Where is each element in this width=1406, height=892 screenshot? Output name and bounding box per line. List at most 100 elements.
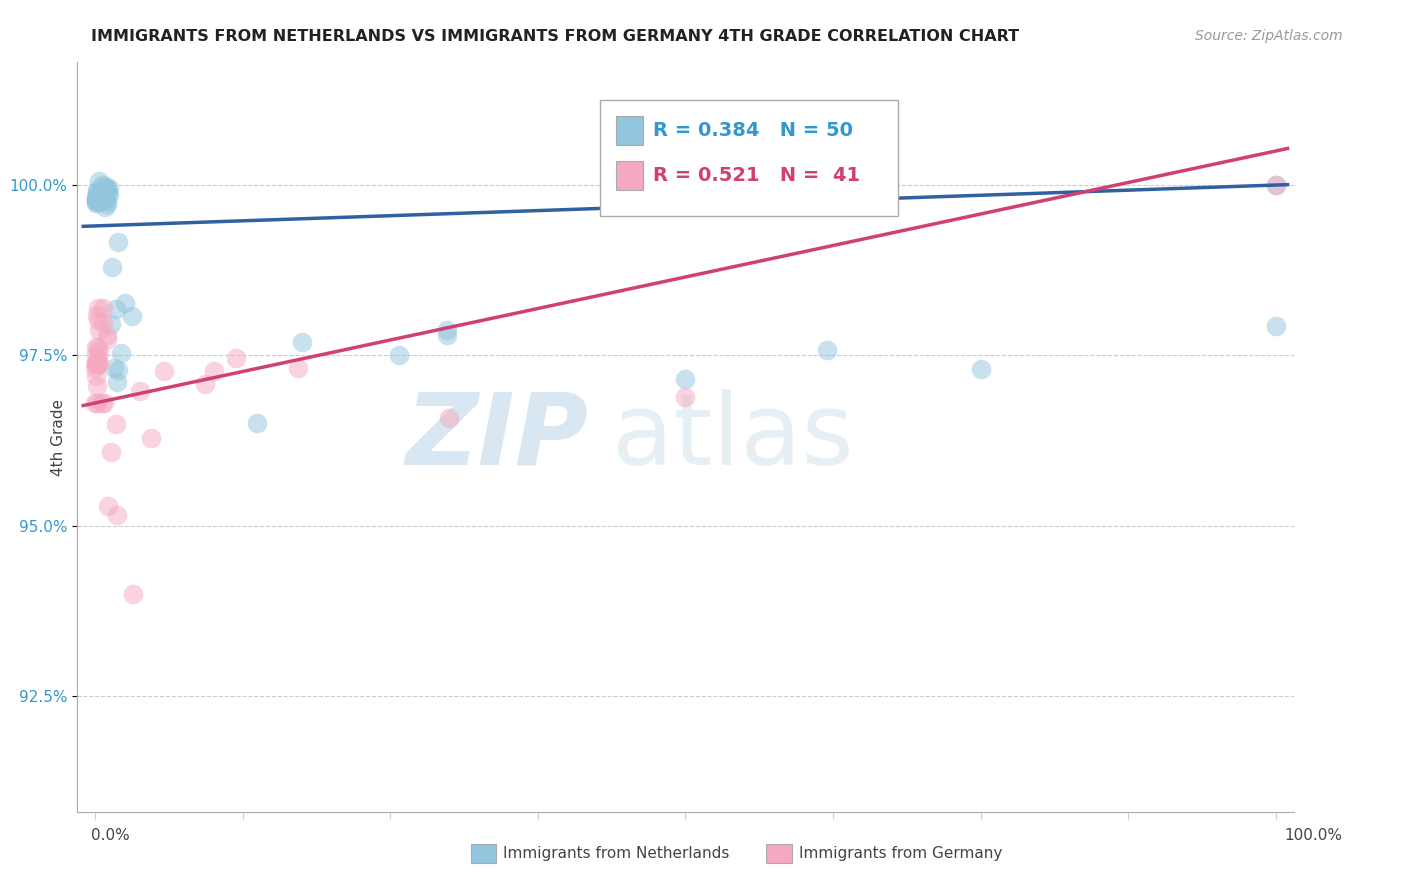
- Point: [287, 360, 309, 375]
- Point: [153, 364, 176, 378]
- Point: [96, 181, 118, 195]
- Point: [107, 363, 129, 377]
- Point: [1264, 178, 1286, 192]
- Point: [90, 186, 112, 200]
- Point: [86, 193, 108, 207]
- Point: [94, 200, 117, 214]
- Point: [93, 396, 115, 410]
- Point: [84, 195, 107, 210]
- Point: [89, 357, 111, 371]
- Point: [96, 182, 118, 196]
- Point: [675, 390, 697, 404]
- Bar: [616, 116, 643, 145]
- Point: [105, 375, 128, 389]
- Point: [87, 174, 110, 188]
- Point: [86, 313, 108, 327]
- Point: [202, 363, 225, 377]
- Text: R = 0.521   N =  41: R = 0.521 N = 41: [652, 166, 859, 185]
- Point: [86, 396, 108, 410]
- Point: [87, 301, 110, 315]
- Point: [93, 301, 115, 316]
- Text: Immigrants from Germany: Immigrants from Germany: [799, 847, 1002, 861]
- Point: [436, 323, 458, 337]
- Point: [86, 186, 108, 200]
- Point: [87, 189, 110, 203]
- Text: 100.0%: 100.0%: [1285, 828, 1343, 843]
- Point: [97, 187, 120, 202]
- Point: [84, 355, 107, 369]
- Text: Source: ZipAtlas.com: Source: ZipAtlas.com: [1195, 29, 1343, 43]
- Point: [969, 362, 991, 376]
- Point: [139, 431, 162, 445]
- Point: [93, 191, 115, 205]
- Point: [86, 358, 108, 372]
- Point: [89, 188, 111, 202]
- Text: IMMIGRANTS FROM NETHERLANDS VS IMMIGRANTS FROM GERMANY 4TH GRADE CORRELATION CHA: IMMIGRANTS FROM NETHERLANDS VS IMMIGRANT…: [91, 29, 1019, 44]
- Point: [101, 260, 124, 274]
- Point: [103, 360, 125, 375]
- Point: [675, 372, 697, 386]
- Point: [86, 378, 108, 392]
- Point: [93, 193, 115, 207]
- Point: [87, 356, 110, 370]
- Point: [84, 368, 107, 383]
- Point: [91, 396, 114, 410]
- Point: [114, 296, 136, 310]
- Point: [86, 355, 108, 369]
- Point: [246, 417, 269, 431]
- Point: [86, 192, 108, 206]
- Point: [1264, 319, 1286, 334]
- Point: [96, 196, 118, 211]
- Point: [86, 341, 108, 355]
- Point: [436, 327, 458, 342]
- Y-axis label: 4th Grade: 4th Grade: [51, 399, 66, 475]
- Point: [84, 361, 107, 376]
- Point: [97, 187, 120, 202]
- Point: [86, 183, 108, 197]
- Point: [87, 187, 110, 202]
- Bar: [616, 161, 643, 190]
- Point: [96, 327, 118, 342]
- Point: [91, 316, 114, 330]
- Point: [121, 310, 143, 324]
- Point: [87, 194, 110, 209]
- Text: 0.0%: 0.0%: [91, 828, 131, 843]
- FancyBboxPatch shape: [600, 100, 898, 216]
- Point: [100, 444, 122, 458]
- Point: [84, 189, 107, 203]
- Point: [815, 343, 838, 358]
- Point: [84, 347, 107, 361]
- Text: R = 0.384   N = 50: R = 0.384 N = 50: [652, 121, 852, 140]
- Point: [439, 411, 461, 425]
- Point: [84, 193, 107, 207]
- Point: [94, 186, 117, 201]
- Point: [100, 317, 122, 331]
- Point: [225, 351, 247, 366]
- Point: [84, 396, 107, 410]
- Point: [129, 384, 152, 398]
- Point: [90, 191, 112, 205]
- Point: [94, 188, 117, 202]
- Point: [91, 178, 114, 192]
- Point: [107, 235, 129, 249]
- Point: [104, 417, 127, 431]
- Point: [87, 351, 110, 366]
- Point: [84, 196, 107, 211]
- Point: [194, 376, 217, 391]
- Point: [104, 301, 127, 316]
- Point: [96, 333, 118, 347]
- Point: [96, 194, 118, 208]
- Point: [84, 359, 107, 373]
- Text: atlas: atlas: [613, 389, 853, 485]
- Text: ZIP: ZIP: [405, 389, 588, 485]
- Point: [387, 348, 409, 362]
- Point: [291, 334, 314, 349]
- Text: Immigrants from Netherlands: Immigrants from Netherlands: [503, 847, 730, 861]
- Point: [86, 308, 108, 322]
- Point: [84, 192, 107, 206]
- Point: [110, 346, 132, 360]
- Point: [97, 499, 120, 513]
- Point: [87, 323, 110, 337]
- Point: [105, 508, 128, 522]
- Point: [93, 179, 115, 194]
